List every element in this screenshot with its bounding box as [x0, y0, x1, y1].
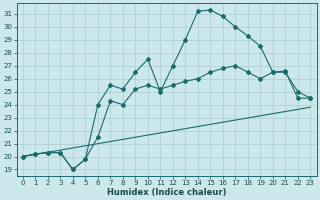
X-axis label: Humidex (Indice chaleur): Humidex (Indice chaleur) — [107, 188, 226, 197]
